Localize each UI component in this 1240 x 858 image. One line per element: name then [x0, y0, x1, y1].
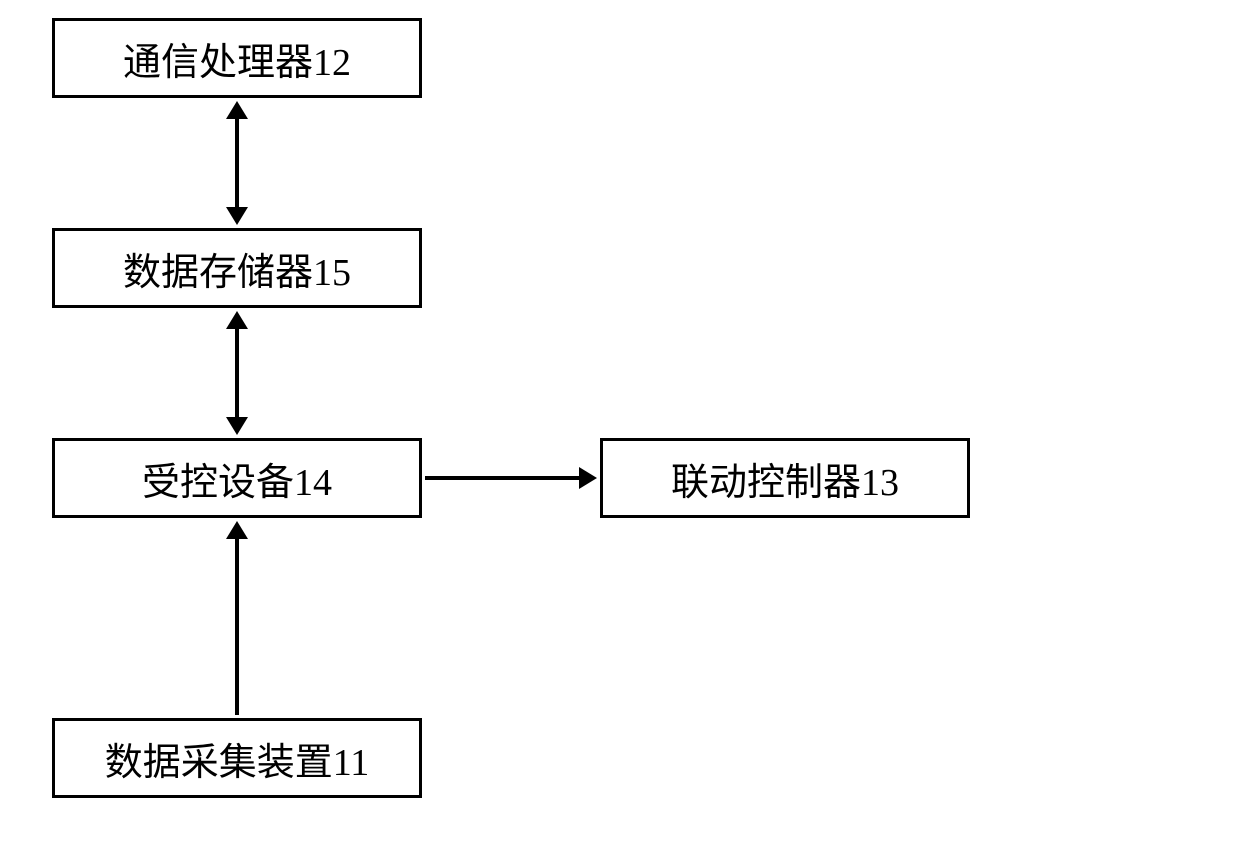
arrow-head-right-3 — [579, 467, 597, 489]
arrow-head-down-2 — [226, 417, 248, 435]
node-label-data-storage: 数据存储器15 — [123, 241, 351, 296]
arrow-line-3 — [425, 476, 582, 480]
arrow-line-1 — [235, 118, 239, 211]
arrow-head-up-2 — [226, 311, 248, 329]
node-label-controlled-device: 受控设备14 — [142, 451, 332, 506]
node-data-acquisition: 数据采集装置11 — [52, 718, 422, 798]
node-data-storage: 数据存储器15 — [52, 228, 422, 308]
arrow-head-up-4 — [226, 521, 248, 539]
arrow-line-2 — [235, 328, 239, 421]
node-linkage-controller: 联动控制器13 — [600, 438, 970, 518]
arrow-head-up-1 — [226, 101, 248, 119]
arrow-head-down-1 — [226, 207, 248, 225]
node-comm-processor: 通信处理器12 — [52, 18, 422, 98]
arrow-line-4 — [235, 538, 239, 715]
node-label-comm-processor: 通信处理器12 — [123, 31, 351, 86]
node-controlled-device: 受控设备14 — [52, 438, 422, 518]
node-label-data-acquisition: 数据采集装置11 — [105, 731, 370, 786]
node-label-linkage-controller: 联动控制器13 — [671, 451, 899, 506]
